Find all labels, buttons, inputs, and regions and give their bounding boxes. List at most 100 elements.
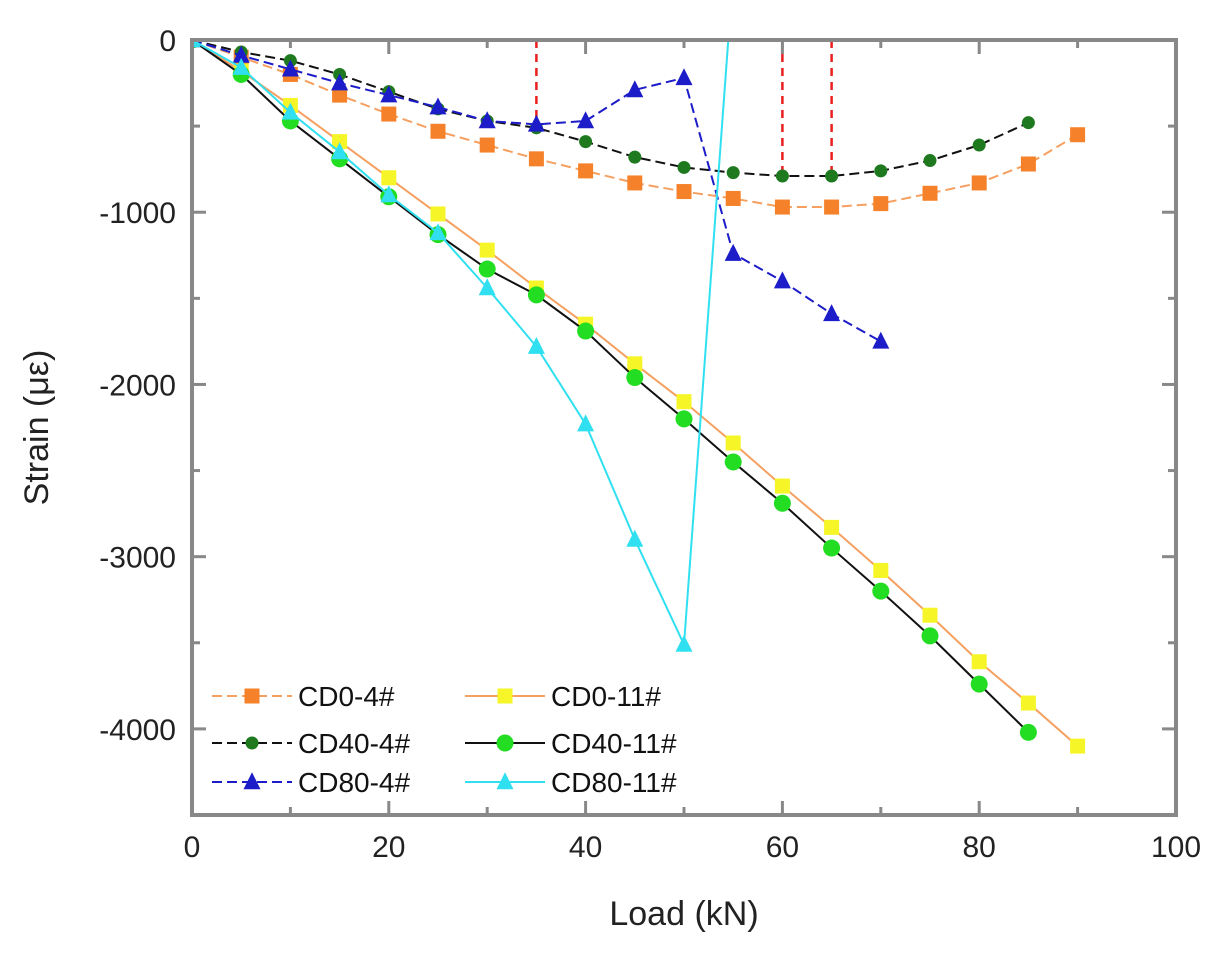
y-tick-label: -4000	[99, 714, 176, 747]
data-point	[823, 539, 841, 557]
y-axis-title: Strain (με)	[18, 350, 56, 506]
legend-item: CD40-4#	[212, 728, 410, 759]
y-tick-label: -2000	[99, 369, 176, 402]
data-point	[725, 435, 741, 451]
data-point	[675, 634, 693, 652]
data-point	[578, 163, 594, 179]
data-point	[381, 106, 397, 122]
data-point	[1070, 127, 1086, 143]
data-point	[1020, 156, 1036, 172]
data-point	[479, 242, 495, 258]
data-point	[725, 190, 741, 206]
data-point	[429, 97, 447, 115]
data-point	[873, 196, 889, 212]
data-point	[873, 562, 889, 578]
legend-item: CD40-11#	[465, 728, 677, 759]
legend: CD0-4# CD0-11# CD40-4# CD40-11# CD80-4# CD80-…	[212, 681, 677, 798]
data-point	[874, 164, 888, 178]
legend-item: CD0-11#	[465, 681, 661, 712]
x-axis-title: Load (kN)	[609, 895, 758, 933]
data-point	[527, 336, 545, 354]
data-point	[579, 135, 593, 149]
data-point	[724, 243, 742, 261]
series-layer	[192, 40, 1086, 754]
series-line	[192, 40, 1079, 747]
legend-item: CD80-11#	[465, 767, 677, 798]
legend-label: CD80-11#	[551, 767, 677, 798]
data-point	[281, 102, 299, 120]
data-point	[676, 394, 692, 410]
legend-item: CD0-4#	[212, 681, 395, 712]
x-tick-label: 60	[766, 831, 799, 864]
data-point	[676, 184, 692, 200]
legend-label: CD0-11#	[551, 681, 661, 712]
data-point	[528, 151, 544, 167]
series-cd40-11-	[192, 40, 1037, 741]
data-point	[825, 169, 839, 183]
data-point	[824, 199, 840, 215]
legend-item: CD80-4#	[212, 767, 410, 798]
data-point	[332, 87, 348, 103]
series-line	[192, 40, 730, 649]
legend-marker	[496, 772, 514, 790]
legend-marker	[244, 688, 260, 704]
data-point	[922, 185, 938, 201]
data-point	[724, 453, 742, 471]
data-point	[970, 675, 988, 693]
data-point	[823, 304, 841, 322]
data-point	[774, 199, 790, 215]
legend-label: CD40-11#	[551, 728, 677, 759]
data-point	[331, 73, 349, 91]
data-point	[430, 123, 446, 139]
data-point	[478, 111, 496, 129]
data-point	[478, 260, 496, 278]
data-point	[527, 286, 545, 304]
legend-marker	[245, 736, 259, 750]
data-point	[478, 278, 496, 296]
data-point	[281, 59, 299, 77]
data-point	[429, 223, 447, 241]
data-point	[675, 68, 693, 86]
series-cd80-11-	[192, 40, 730, 652]
y-tick-label: -3000	[99, 542, 176, 575]
data-point	[430, 206, 446, 222]
data-point	[872, 331, 890, 349]
x-tick-label: 80	[963, 831, 996, 864]
legend-marker	[243, 772, 261, 790]
legend-label: CD80-4#	[298, 767, 410, 798]
data-point	[627, 356, 643, 372]
data-point	[775, 169, 789, 183]
x-tick-label: 40	[569, 831, 602, 864]
x-tick-label: 100	[1151, 831, 1201, 864]
y-tick-label: -1000	[99, 197, 176, 230]
data-point	[971, 654, 987, 670]
data-point	[872, 582, 890, 600]
data-point	[923, 154, 937, 168]
series-cd40-4-	[192, 40, 1035, 183]
data-point	[380, 185, 398, 203]
data-point	[626, 80, 644, 98]
data-point	[675, 410, 693, 428]
data-point	[773, 271, 791, 289]
data-point	[577, 414, 595, 432]
legend-marker	[496, 734, 514, 752]
data-point	[577, 322, 595, 340]
series-line	[192, 40, 1030, 734]
data-point	[1070, 738, 1086, 754]
legend-marker	[497, 688, 513, 704]
tick-labels: 0 20 40 60 80 100 0 -1000 -2000 -3000 -4000	[99, 25, 1201, 864]
data-point	[628, 150, 642, 164]
series-cd80-4-	[192, 40, 890, 349]
axis-ticks	[190, 38, 1178, 815]
data-point	[232, 57, 250, 75]
data-point	[577, 111, 595, 129]
x-tick-label: 20	[372, 831, 405, 864]
data-point	[1019, 723, 1037, 741]
series-line	[192, 40, 1029, 178]
reference-lines	[535, 40, 833, 177]
data-point	[726, 166, 740, 180]
data-point	[1020, 695, 1036, 711]
data-point	[626, 369, 644, 387]
data-point	[380, 85, 398, 103]
